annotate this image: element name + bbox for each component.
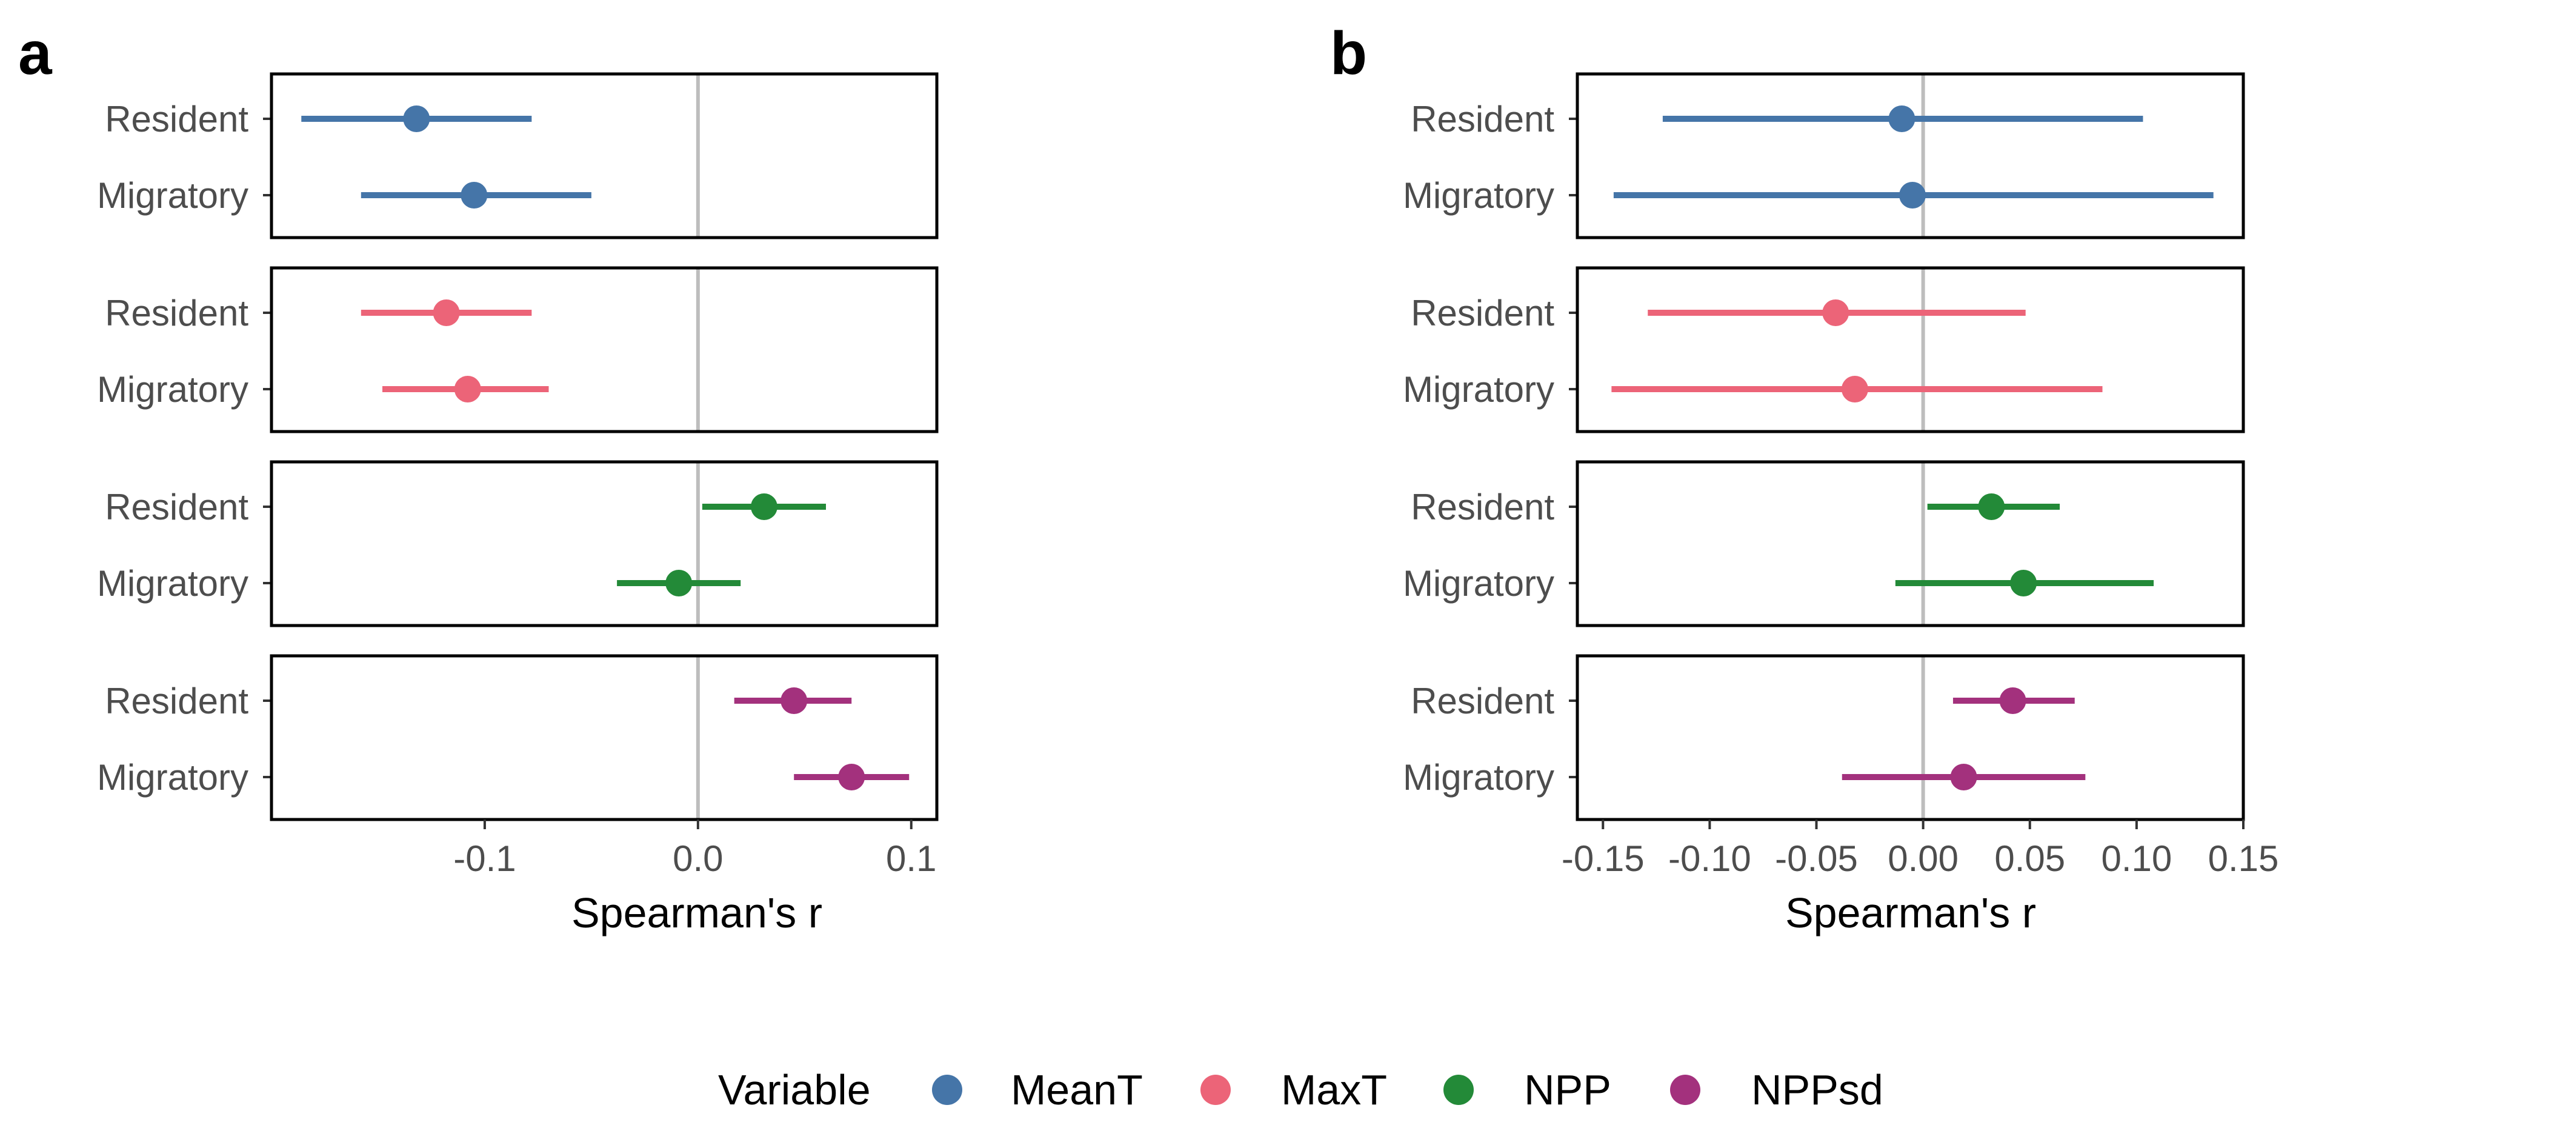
legend-label-maxt: MaxT [1281,1066,1387,1113]
panel-b-y-tick-label-npp-resident: Resident [1411,487,1554,527]
panel-a-point-npp-resident [750,493,777,520]
panel-b: b ResidentMigratoryResidentMigratoryResi… [1330,19,2278,936]
panel-b-point-meant-migratory [1899,182,1926,209]
panel-b-letter: b [1330,19,1367,87]
panel-a-y-tick-label-nppsd-migratory: Migratory [97,757,248,798]
legend-label-nppsd: NPPsd [1751,1066,1883,1113]
panel-b-point-meant-resident [1888,105,1915,132]
panel-b-point-npp-resident [1978,493,2005,520]
panel-b-facet-border-meant [1576,72,2245,239]
panel-a-point-nppsd-migratory [838,764,865,790]
panel-b-facet-border-nppsd [1576,654,2245,821]
legend-item-nppsd: NPPsd [1670,1066,1883,1113]
panel-b-y-tick-label-nppsd-resident: Resident [1411,681,1554,721]
panel-a: a ResidentMigratoryResidentMigratoryResi… [18,19,939,936]
panel-b-x-axis-title: Spearman's r [1785,889,2036,936]
legend-item-meant: MeanT [932,1066,1143,1113]
panel-b-x-tick-label-6: 0.15 [2208,838,2279,879]
panel-b-point-maxt-migratory [1841,376,1868,402]
panel-a-x-axis-title: Spearman's r [571,889,822,936]
panel-a-facet-border-nppsd [270,654,939,821]
legend-key-meant [932,1075,962,1105]
legend-title: Variable [718,1066,871,1113]
legend-key-maxt [1200,1075,1231,1105]
panel-a-point-nppsd-resident [780,687,808,714]
panel-b-x-tick-label-5: 0.10 [2101,838,2172,879]
panel-b-x-tick-label-1: -0.10 [1668,838,1751,879]
panel-b-x-tick-label-3: 0.00 [1888,838,1959,879]
legend-item-npp: NPP [1443,1066,1611,1113]
panel-b-y-tick-label-nppsd-migratory: Migratory [1403,757,1554,798]
panel-a-y-tick-label-meant-resident: Resident [105,99,248,139]
legend-label-meant: MeanT [1011,1066,1143,1113]
panel-b-x-tick-label-0: -0.15 [1562,838,1645,879]
panel-a-point-meant-resident [403,105,430,132]
panel-a-y-tick-label-nppsd-resident: Resident [105,681,248,721]
panel-b-point-nppsd-migratory [1950,764,1977,790]
panel-a-x-tick-label-2: 0.1 [886,838,936,879]
legend: Variable MeanT MaxT NPP NPPsd [718,1066,1883,1113]
panel-a-y-tick-label-npp-migratory: Migratory [97,563,248,604]
panel-a-y-tick-label-meant-migratory: Migratory [97,175,248,216]
panel-b-y-tick-label-maxt-resident: Resident [1411,293,1554,333]
panel-b-x-tick-label-2: -0.05 [1775,838,1858,879]
panel-a-plot-area: Resident Migratory Resident Migratory Reside… [97,72,939,879]
legend-key-nppsd [1670,1075,1700,1105]
legend-key-npp [1443,1075,1474,1105]
panel-b-point-npp-migratory [2010,570,2037,596]
panel-a-y-tick-label-maxt-resident: Resident [105,293,248,333]
panel-a-point-maxt-resident [433,299,460,326]
panel-a-letter: a [18,19,53,87]
legend-label-npp: NPP [1524,1066,1611,1113]
panel-a-x-tick-label-1: 0.0 [673,838,723,879]
panel-a-facet-border-maxt [270,266,939,433]
panel-b-x-tick-label-4: 0.05 [1994,838,2065,879]
panel-a-y-tick-label-npp-resident: Resident [105,487,248,527]
panel-b-facet-border-npp [1576,460,2245,627]
panel-a-facet-border-meant [270,72,939,239]
panel-b-point-nppsd-resident [1999,687,2026,714]
legend-item-maxt: MaxT [1200,1066,1387,1113]
panel-b-y-tick-label-meant-resident: Resident [1411,99,1554,139]
panel-a-point-npp-migratory [665,570,693,596]
panel-b-y-tick-label-npp-migratory: Migratory [1403,563,1554,604]
panel-a-point-maxt-migratory [454,376,481,402]
panel-b-y-tick-label-meant-migratory: Migratory [1403,175,1554,216]
panel-b-facet-border-maxt [1576,266,2245,433]
panel-b-y-tick-label-maxt-migratory: Migratory [1403,369,1554,410]
panel-a-facet-border-npp [270,460,939,627]
panel-a-y-tick-label-maxt-migratory: Migratory [97,369,248,410]
panel-b-plot-area: Resident Migratory Resident Migratory Reside… [1403,72,2279,879]
panel-a-point-meant-migratory [461,182,488,209]
panel-a-x-tick-label-0: -0.1 [453,838,516,879]
panel-b-point-maxt-resident [1822,299,1849,326]
